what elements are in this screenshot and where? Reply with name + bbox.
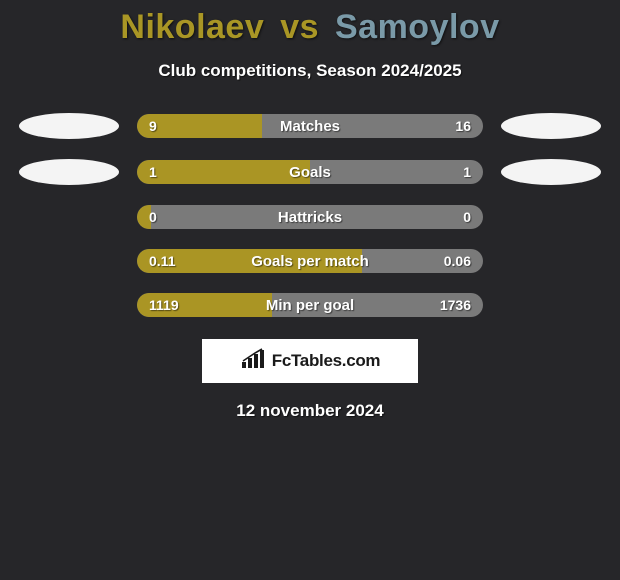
stat-bar: 1Goals1 — [137, 160, 483, 184]
stat-bar-fill — [137, 205, 151, 229]
brand-text: FcTables.com — [272, 351, 381, 371]
stat-bar-fill — [137, 249, 362, 273]
date-text: 12 november 2024 — [0, 401, 620, 421]
player2-marker — [501, 113, 601, 139]
stat-row: 0.11Goals per match0.06 — [0, 249, 620, 273]
stats-container: 9Matches16 1Goals1 0Hattricks0 0.11Goals pe… — [0, 113, 620, 317]
stat-bar: 9Matches16 — [137, 114, 483, 138]
stat-bar: 0Hattricks0 — [137, 205, 483, 229]
stat-row: 0Hattricks0 — [0, 205, 620, 229]
stat-bar: 1119Min per goal1736 — [137, 293, 483, 317]
player1-name: Nikolaev — [120, 8, 264, 46]
stat-bar: 0.11Goals per match0.06 — [137, 249, 483, 273]
stat-label: Hattricks — [137, 205, 483, 229]
stat-bar-fill — [137, 293, 272, 317]
stat-bar-fill — [137, 114, 262, 138]
page-title: Nikolaev vs Samoylov — [0, 0, 620, 47]
stat-row: 1119Min per goal1736 — [0, 293, 620, 317]
subtitle: Club competitions, Season 2024/2025 — [0, 61, 620, 81]
player2-marker — [501, 159, 601, 185]
stat-value-right: 0.06 — [444, 249, 471, 273]
player1-marker — [19, 113, 119, 139]
stat-bar-fill — [137, 160, 310, 184]
stat-value-right: 16 — [455, 114, 471, 138]
stat-value-right: 1 — [463, 160, 471, 184]
stat-value-right: 1736 — [440, 293, 471, 317]
player1-marker — [19, 159, 119, 185]
chart-icon — [240, 348, 266, 375]
player2-name: Samoylov — [335, 8, 500, 46]
stat-value-right: 0 — [463, 205, 471, 229]
vs-text: vs — [280, 8, 319, 46]
brand-badge: FcTables.com — [202, 339, 418, 383]
stat-row: 9Matches16 — [0, 113, 620, 139]
stat-row: 1Goals1 — [0, 159, 620, 185]
